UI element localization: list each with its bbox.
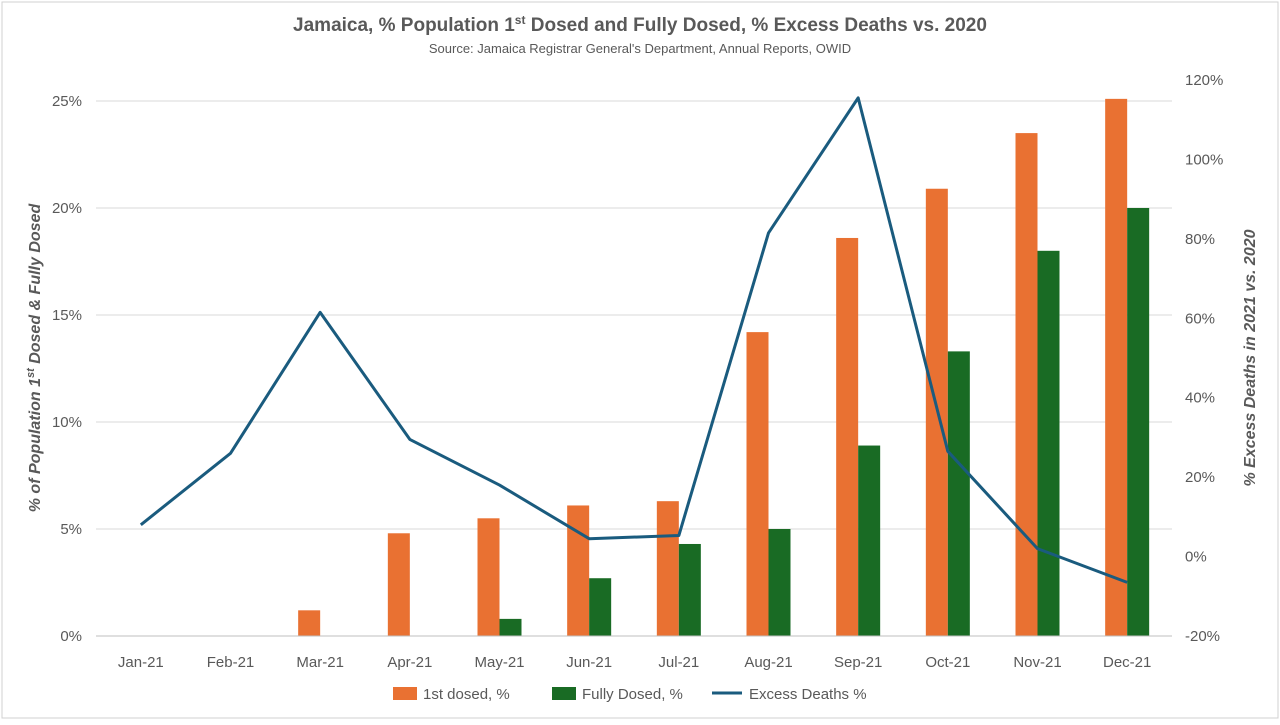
- bar-first-dosed: [567, 505, 589, 636]
- legend-label: 1st dosed, %: [423, 686, 510, 703]
- left-tick-label: 10%: [52, 414, 82, 431]
- x-tick-label: Oct-21: [925, 654, 970, 671]
- right-tick-label: -20%: [1185, 628, 1220, 645]
- x-tick-label: Feb-21: [207, 654, 255, 671]
- left-tick-label: 0%: [60, 628, 82, 645]
- legend-label: Fully Dosed, %: [582, 686, 683, 703]
- x-tick-label: Apr-21: [387, 654, 432, 671]
- x-tick-label: Jul-21: [658, 654, 699, 671]
- right-tick-label: 40%: [1185, 390, 1215, 407]
- x-tick-label: Jun-21: [566, 654, 612, 671]
- left-tick-label: 25%: [52, 93, 82, 110]
- right-tick-label: 100%: [1185, 151, 1223, 168]
- right-axis-title: % Excess Deaths in 2021 vs. 2020: [1242, 229, 1259, 486]
- left-axis-title: % of Population 1st Dosed & Fully Dosed: [25, 203, 44, 513]
- bar-fully-dosed: [948, 351, 970, 636]
- x-tick-label: May-21: [474, 654, 524, 671]
- bar-first-dosed: [1105, 99, 1127, 636]
- left-tick-label: 20%: [52, 200, 82, 217]
- x-tick-label: Nov-21: [1013, 654, 1061, 671]
- right-tick-label: 80%: [1185, 231, 1215, 248]
- bar-first-dosed: [478, 518, 500, 636]
- legend-label: Excess Deaths %: [749, 686, 867, 703]
- bar-fully-dosed: [1038, 251, 1060, 636]
- x-tick-label: Aug-21: [744, 654, 792, 671]
- bar-first-dosed: [298, 610, 320, 636]
- bar-first-dosed: [1016, 133, 1038, 636]
- right-tick-label: 0%: [1185, 549, 1207, 566]
- bar-fully-dosed: [589, 578, 611, 636]
- bar-first-dosed: [836, 238, 858, 636]
- right-tick-label: 20%: [1185, 469, 1215, 486]
- legend-swatch: [393, 687, 417, 700]
- chart-title: Jamaica, % Population 1st Dosed and Full…: [293, 13, 987, 36]
- left-tick-label: 5%: [60, 521, 82, 538]
- bar-fully-dosed: [679, 544, 701, 636]
- x-tick-label: Mar-21: [296, 654, 344, 671]
- x-tick-label: Sep-21: [834, 654, 882, 671]
- bar-first-dosed: [657, 501, 679, 636]
- x-tick-label: Jan-21: [118, 654, 164, 671]
- bar-fully-dosed: [858, 446, 880, 636]
- legend-swatch: [552, 687, 576, 700]
- bar-first-dosed: [388, 533, 410, 636]
- bar-fully-dosed: [1127, 208, 1149, 636]
- right-tick-label: 120%: [1185, 72, 1223, 89]
- right-tick-label: 60%: [1185, 310, 1215, 327]
- left-tick-label: 15%: [52, 307, 82, 324]
- bar-fully-dosed: [769, 529, 791, 636]
- bar-first-dosed: [747, 332, 769, 636]
- bar-fully-dosed: [500, 619, 522, 636]
- chart-subtitle: Source: Jamaica Registrar General's Depa…: [429, 41, 851, 56]
- x-tick-label: Dec-21: [1103, 654, 1151, 671]
- legend: 1st dosed, % Fully Dosed, % Excess Deaths …: [393, 686, 867, 703]
